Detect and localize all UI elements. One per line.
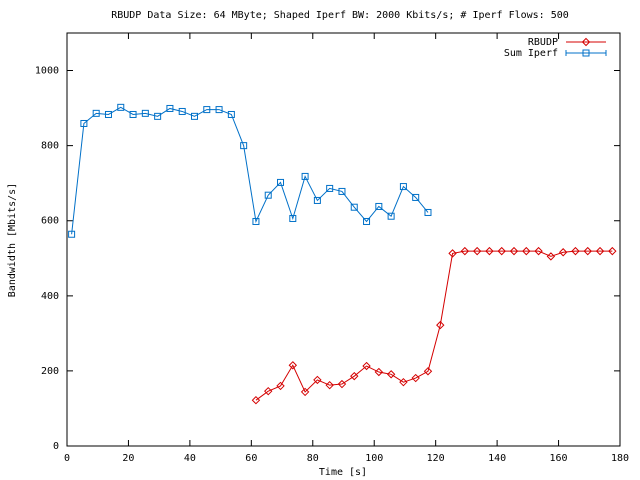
point-marker [215,106,223,114]
point-marker [141,109,149,117]
point-marker [104,110,112,118]
y-tick-label: 800 [41,141,59,152]
y-tick-label: 200 [41,366,59,377]
x-tick-label: 60 [245,453,257,464]
point-marker [264,191,272,199]
point-marker [386,370,396,379]
point-marker [350,371,359,381]
x-tick-label: 180 [611,453,629,464]
chart-title: RBUDP Data Size: 64 MByte; Shaped Iperf … [111,10,569,21]
legend-caps [565,50,607,56]
point-marker [363,217,371,225]
point-marker [276,381,285,391]
point-marker [129,110,137,118]
x-tick-label: 80 [307,453,319,464]
point-marker [362,361,371,371]
point-marker [68,230,76,238]
x-tick-label: 160 [550,453,568,464]
point-marker [411,373,420,383]
point-marker [301,172,309,180]
point-marker [534,246,543,256]
point-marker [92,109,100,117]
point-marker [423,367,433,376]
point-marker [117,103,125,111]
point-marker [399,183,407,191]
y-axis-label: Bandwidth [Mbits/s] [7,183,18,297]
point-marker [277,178,285,186]
point-marker [240,142,248,150]
point-marker [581,37,591,47]
point-marker [412,193,420,201]
point-marker [424,208,432,216]
point-marker [374,367,384,377]
point-marker [288,361,298,370]
y-tick-label: 400 [41,291,59,302]
point-marker [472,246,482,256]
point-marker [509,246,519,256]
point-marker [558,248,568,257]
point-marker [485,246,494,256]
point-marker [325,380,334,390]
point-marker [583,246,592,256]
point-marker [350,203,358,211]
point-marker [80,119,88,127]
x-tick-label: 0 [64,453,70,464]
point-marker [608,246,617,256]
point-marker [166,104,174,112]
point-marker [387,212,395,220]
point-marker [190,112,198,120]
point-marker [546,252,556,261]
point-marker [227,110,235,118]
point-marker [571,246,580,256]
point-marker [264,386,273,396]
y-tick-label: 600 [41,216,59,227]
point-marker [436,320,445,330]
point-marker [522,246,531,256]
point-marker [497,246,506,256]
x-tick-label: 120 [427,453,445,464]
point-marker [448,249,457,258]
point-marker [337,379,347,389]
point-marker [313,375,322,385]
point-marker [313,196,321,204]
point-marker [300,387,310,397]
point-marker [252,217,260,225]
y-tick-label: 0 [53,441,59,452]
point-marker [338,187,346,195]
legend-label: RBUDP [528,37,558,48]
x-tick-label: 20 [122,453,134,464]
plot-frame [66,32,621,447]
point-marker [460,246,470,256]
point-marker [251,395,261,405]
point-marker [154,112,162,120]
point-marker [595,246,605,256]
point-marker [582,49,590,57]
y-tick-label: 1000 [35,66,59,77]
legend-label: Sum Iperf [504,48,558,59]
x-tick-label: 140 [488,453,506,464]
point-marker [326,184,334,192]
point-marker [289,214,297,222]
x-tick-label: 100 [365,453,383,464]
point-marker [178,107,186,115]
point-marker [399,377,408,387]
x-tick-label: 40 [184,453,196,464]
point-marker [375,202,383,210]
x-axis-label: Time [s] [319,467,367,478]
point-marker [203,106,211,114]
